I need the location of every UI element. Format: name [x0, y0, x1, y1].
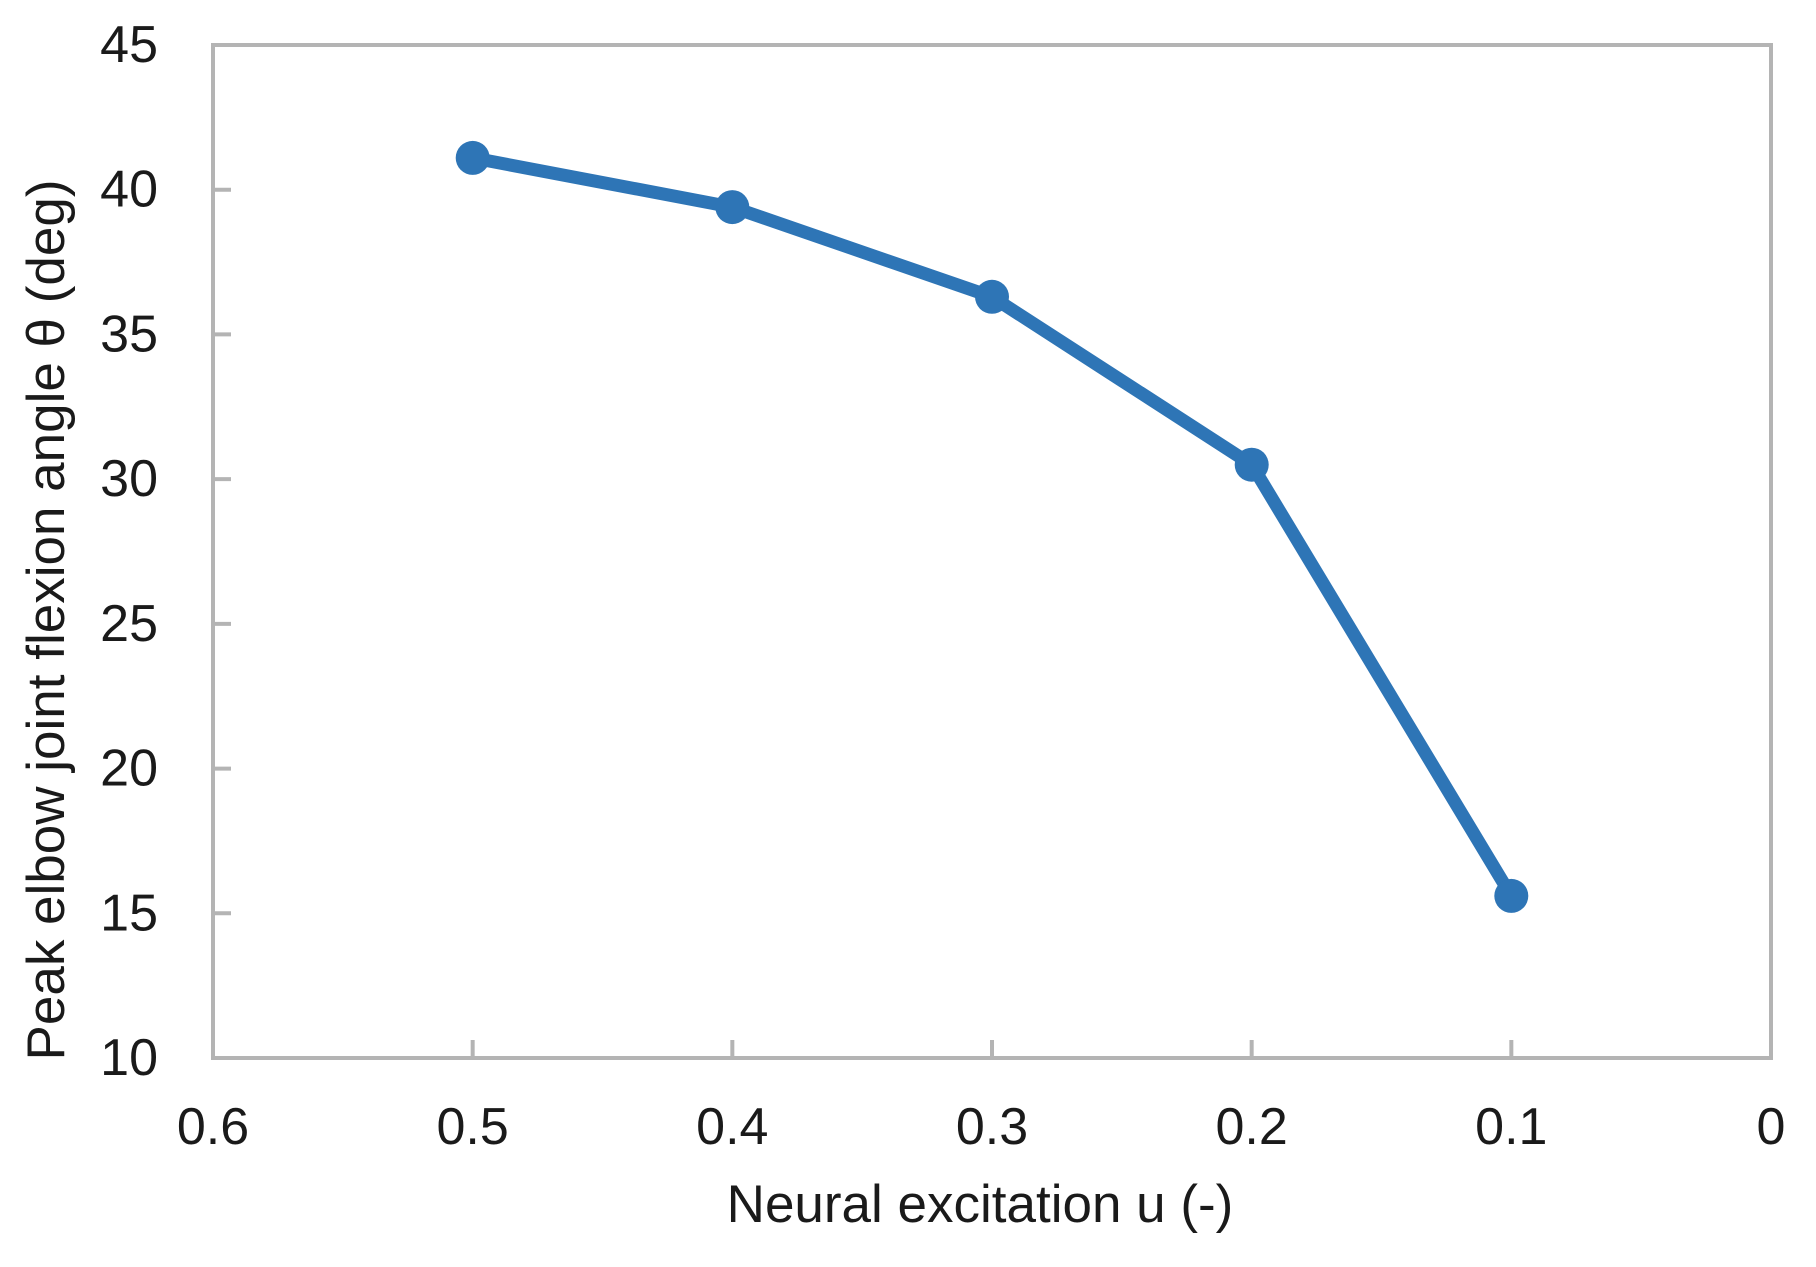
series-line — [466, 151, 1518, 903]
y-tick-label: 45 — [100, 16, 158, 74]
y-tick-label: 15 — [100, 884, 158, 942]
data-point-marker — [1494, 878, 1529, 913]
y-axis-tick-labels: 10 15 20 25 30 35 40 45 — [100, 16, 158, 1087]
y-tick-label: 25 — [100, 595, 158, 653]
data-point-marker — [715, 190, 750, 225]
y-tick-label: 10 — [100, 1029, 158, 1087]
x-tick-label: 0.3 — [956, 1098, 1028, 1156]
plot-area-frame — [211, 43, 1773, 1060]
data-point-marker — [455, 140, 490, 175]
y-axis-ticks — [213, 43, 231, 1060]
x-tick-label: 0.5 — [437, 1098, 509, 1156]
x-tick-label: 0.4 — [696, 1098, 768, 1156]
x-tick-label: 0 — [1757, 1098, 1786, 1156]
x-axis-title: Neural excitation u (-) — [727, 1175, 1234, 1234]
data-point-marker — [1234, 447, 1269, 482]
y-tick-label: 30 — [100, 450, 158, 508]
x-axis-tick-labels: 0.6 0.5 0.4 0.3 0.2 0.1 0 — [177, 1098, 1786, 1156]
data-point-marker — [975, 279, 1009, 314]
x-tick-label: 0.2 — [1216, 1098, 1288, 1156]
y-axis-title: Peak elbow joint flexion angle θ (deg) — [17, 180, 76, 1061]
y-tick-label: 40 — [100, 161, 158, 219]
series-group — [455, 140, 1529, 913]
x-tick-label: 0.6 — [177, 1098, 249, 1156]
y-tick-label: 35 — [100, 305, 158, 363]
x-tick-label: 0.1 — [1475, 1098, 1547, 1156]
y-tick-label: 20 — [100, 740, 158, 798]
x-axis-ticks — [211, 1040, 1773, 1058]
